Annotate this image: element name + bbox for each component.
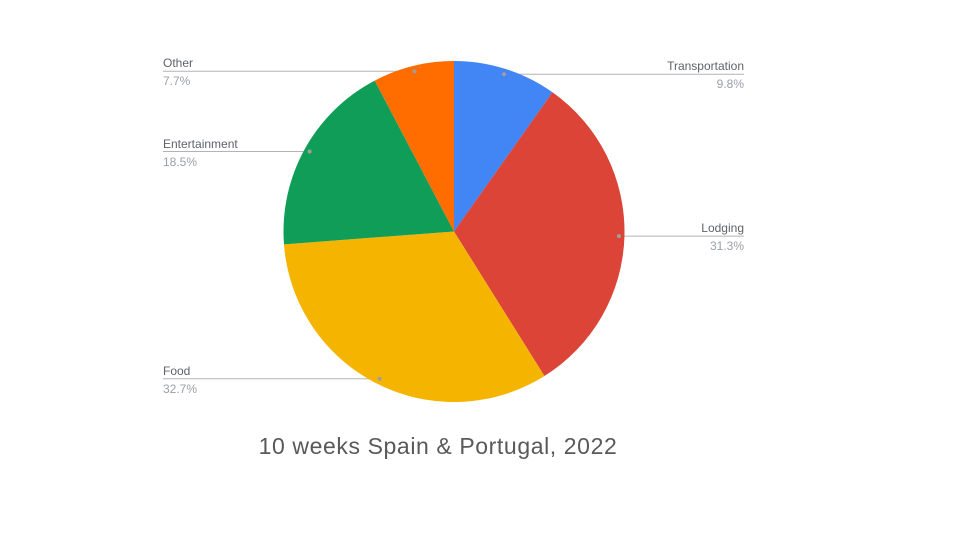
leader-dot-other: [412, 69, 417, 74]
slice-name: Entertainment: [163, 136, 238, 151]
slice-percentage: 18.5%: [163, 154, 198, 169]
pie-slice-food: [283, 231, 545, 403]
pie-slice-other: [374, 61, 454, 232]
pie-slice-entertainment: [283, 80, 454, 245]
slice-name: Other: [163, 56, 194, 71]
slice-name: Lodging: [701, 221, 744, 236]
pie-slice-transportation: [454, 61, 553, 232]
pie-slices: [283, 61, 625, 403]
slice-name: Food: [163, 363, 191, 378]
slice-percentage: 31.3%: [709, 239, 744, 254]
slice-percentage: 32.7%: [163, 381, 198, 396]
leader-dot-lodging: [616, 234, 621, 239]
leader-dot-entertainment: [307, 149, 312, 154]
chart-title: 10 weeks Spain & Portugal, 2022: [258, 433, 618, 459]
slice-percentage: 7.7%: [163, 74, 191, 89]
slice-name: Transportation: [667, 59, 744, 74]
leader-dot-transportation: [502, 72, 506, 77]
leader-dot-food: [377, 376, 382, 381]
leader-lines: [163, 70, 744, 380]
slice-percentage: 9.8%: [716, 77, 744, 92]
leader-dots: [307, 69, 621, 381]
pie-slice-lodging: [454, 92, 625, 377]
